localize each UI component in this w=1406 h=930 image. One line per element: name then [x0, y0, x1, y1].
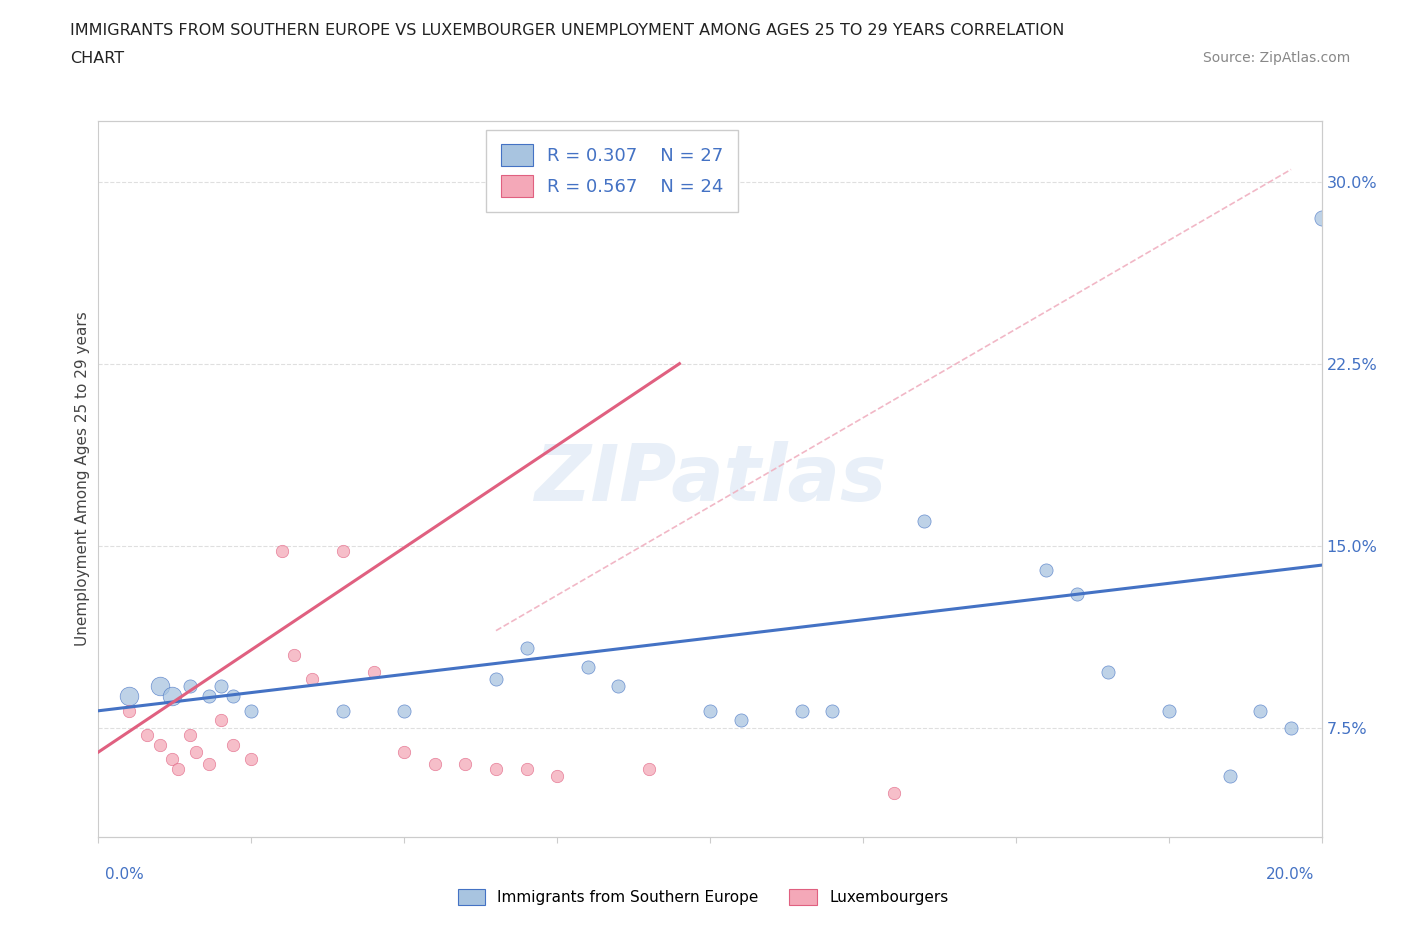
Point — [332, 543, 354, 558]
Point — [516, 762, 538, 777]
Point — [1249, 703, 1271, 718]
Point — [149, 679, 172, 694]
Legend: R = 0.307    N = 27, R = 0.567    N = 24: R = 0.307 N = 27, R = 0.567 N = 24 — [486, 130, 738, 212]
Point — [118, 703, 141, 718]
Legend: Immigrants from Southern Europe, Luxembourgers: Immigrants from Southern Europe, Luxembo… — [450, 882, 956, 913]
Point — [1066, 587, 1088, 602]
Point — [392, 703, 416, 718]
Point — [392, 745, 416, 760]
Point — [160, 751, 183, 766]
Point — [1279, 721, 1302, 736]
Point — [136, 727, 159, 742]
Point — [423, 757, 446, 772]
Point — [167, 762, 190, 777]
Point — [576, 659, 599, 674]
Point — [332, 703, 354, 718]
Point — [222, 689, 245, 704]
Point — [730, 713, 752, 728]
Point — [283, 647, 305, 662]
Point — [485, 671, 508, 686]
Point — [209, 713, 232, 728]
Point — [607, 679, 630, 694]
Point — [240, 751, 263, 766]
Point — [270, 543, 292, 558]
Point — [363, 665, 385, 680]
Point — [118, 689, 141, 704]
Point — [1097, 665, 1119, 680]
Point — [209, 679, 232, 694]
Text: IMMIGRANTS FROM SOUTHERN EUROPE VS LUXEMBOURGER UNEMPLOYMENT AMONG AGES 25 TO 29: IMMIGRANTS FROM SOUTHERN EUROPE VS LUXEM… — [70, 23, 1064, 38]
Point — [546, 769, 568, 784]
Text: CHART: CHART — [70, 51, 124, 66]
Point — [1219, 769, 1241, 784]
Point — [1310, 210, 1333, 225]
Point — [186, 745, 208, 760]
Point — [912, 514, 935, 529]
Text: 0.0%: 0.0% — [105, 867, 145, 882]
Text: Source: ZipAtlas.com: Source: ZipAtlas.com — [1202, 51, 1350, 65]
Point — [883, 786, 905, 801]
Point — [821, 703, 844, 718]
Point — [1035, 563, 1057, 578]
Point — [485, 762, 508, 777]
Point — [197, 689, 219, 704]
Point — [1157, 703, 1180, 718]
Point — [790, 703, 813, 718]
Point — [301, 671, 323, 686]
Point — [454, 757, 477, 772]
Point — [240, 703, 263, 718]
Text: ZIPatlas: ZIPatlas — [534, 441, 886, 517]
Text: 20.0%: 20.0% — [1267, 867, 1315, 882]
Y-axis label: Unemployment Among Ages 25 to 29 years: Unemployment Among Ages 25 to 29 years — [75, 312, 90, 646]
Point — [197, 757, 219, 772]
Point — [179, 727, 201, 742]
Point — [222, 737, 245, 752]
Point — [516, 640, 538, 655]
Point — [149, 737, 172, 752]
Point — [160, 689, 183, 704]
Point — [637, 762, 661, 777]
Point — [699, 703, 721, 718]
Point — [179, 679, 201, 694]
